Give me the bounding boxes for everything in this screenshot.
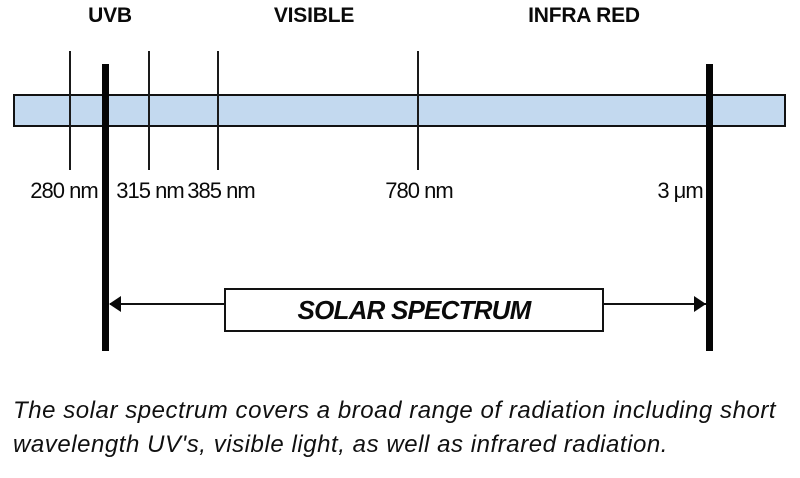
arrowhead-left-icon <box>109 296 121 312</box>
wavelength-label-280nm: 280 nm <box>30 178 98 203</box>
tick-280nm <box>69 51 71 170</box>
wavelength-label-315nm: 315 nm <box>116 178 184 203</box>
figure-caption-line2: wavelength UV's, visible light, as well … <box>13 431 668 458</box>
solar-spectrum-box-label: SOLAR SPECTRUM <box>297 295 532 325</box>
region-label-visible: VISIBLE <box>273 4 355 27</box>
region-label-infrared: INFRA RED <box>528 4 640 27</box>
solar-spectrum-left-boundary-line <box>102 64 109 351</box>
spectrum-bar <box>13 94 786 127</box>
region-label-uvb: UVB <box>88 4 132 27</box>
tick-385nm <box>217 51 219 170</box>
tick-315nm <box>148 51 150 170</box>
solar-spectrum-right-boundary-line <box>706 64 713 351</box>
solar-spectrum-box: SOLAR SPECTRUM <box>224 288 604 332</box>
tick-780nm <box>417 51 419 170</box>
wavelength-label-385nm: 385 nm <box>187 178 255 203</box>
arrowhead-right-icon <box>694 296 706 312</box>
wavelength-label-3um: 3 μm <box>657 178 703 203</box>
wavelength-label-780nm: 780 nm <box>385 178 453 203</box>
figure-caption-line1: The solar spectrum covers a broad range … <box>13 397 777 424</box>
